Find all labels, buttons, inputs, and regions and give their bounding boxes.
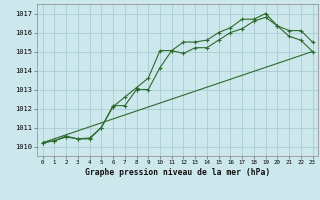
X-axis label: Graphe pression niveau de la mer (hPa): Graphe pression niveau de la mer (hPa) xyxy=(85,168,270,177)
